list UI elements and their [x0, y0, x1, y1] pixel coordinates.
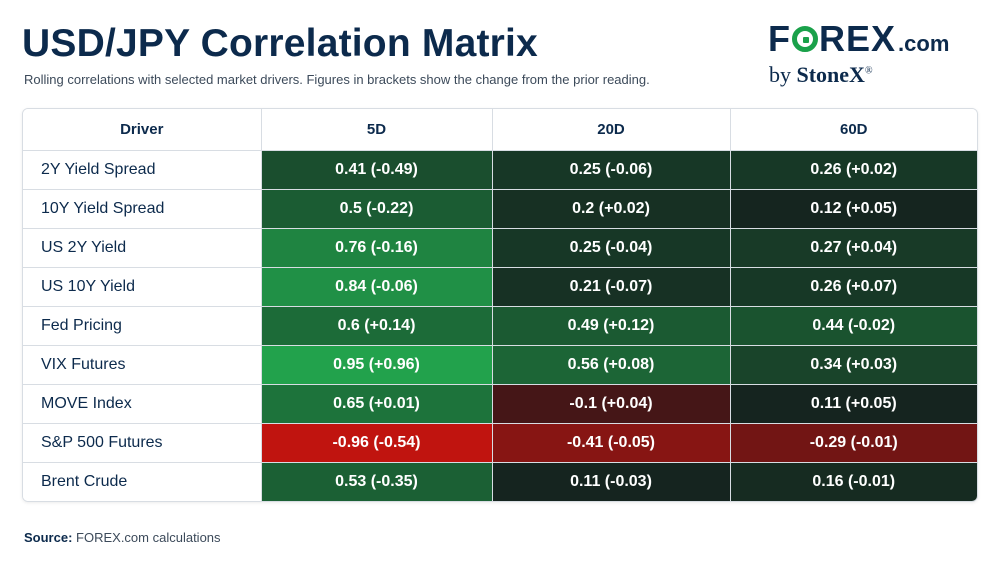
correlation-cell: 0.12 (+0.05) [730, 189, 977, 229]
correlation-cell: 0.26 (+0.07) [730, 267, 977, 307]
correlation-cell: 0.25 (-0.04) [492, 228, 731, 268]
correlation-cell: 0.25 (-0.06) [492, 150, 731, 190]
correlation-cell: 0.2 (+0.02) [492, 189, 731, 229]
correlation-cell: 0.27 (+0.04) [730, 228, 977, 268]
page-title: USD/JPY Correlation Matrix [22, 22, 538, 65]
page-subtitle: Rolling correlations with selected marke… [24, 72, 650, 87]
correlation-cell: -0.29 (-0.01) [730, 423, 977, 463]
driver-cell: US 2Y Yield [23, 228, 262, 268]
correlation-cell: 0.34 (+0.03) [730, 345, 977, 385]
logo-letter-f: F [768, 18, 791, 59]
source-text: FOREX.com calculations [76, 530, 221, 545]
driver-cell: 2Y Yield Spread [23, 150, 262, 190]
correlation-cell: 0.6 (+0.14) [261, 306, 493, 346]
driver-cell: S&P 500 Futures [23, 423, 262, 463]
correlation-cell: 0.21 (-0.07) [492, 267, 731, 307]
driver-cell: MOVE Index [23, 384, 262, 424]
driver-cell: VIX Futures [23, 345, 262, 385]
correlation-cell: 0.44 (-0.02) [730, 306, 977, 346]
correlation-cell: 0.49 (+0.12) [492, 306, 731, 346]
logo-letters: REX [819, 18, 897, 59]
correlation-cell: -0.1 (+0.04) [492, 384, 731, 424]
correlation-cell: -0.96 (-0.54) [261, 423, 493, 463]
correlation-cell: 0.11 (-0.03) [492, 462, 731, 501]
table-row: S&P 500 Futures -0.96 (-0.54) -0.41 (-0.05… [23, 423, 977, 463]
column-header: 5D [261, 109, 493, 151]
correlation-cell: -0.41 (-0.05) [492, 423, 731, 463]
driver-cell: US 10Y Yield [23, 267, 262, 307]
correlation-cell: 0.95 (+0.96) [261, 345, 493, 385]
logo-o-icon [792, 26, 818, 52]
table-body: 2Y Yield Spread 0.41 (-0.49) 0.25 (-0.06) 0… [23, 150, 977, 501]
column-header: 60D [730, 109, 977, 151]
correlation-cell: 0.41 (-0.49) [261, 150, 493, 190]
column-header: 20D [492, 109, 731, 151]
correlation-cell: 0.56 (+0.08) [492, 345, 731, 385]
logo-registered-mark: ® [864, 65, 873, 77]
table-row: Brent Crude 0.53 (-0.35) 0.11 (-0.03) 0.16 … [23, 462, 977, 501]
table-row: MOVE Index 0.65 (+0.01) -0.1 (+0.04) 0.11 (… [23, 384, 977, 424]
correlation-cell: 0.65 (+0.01) [261, 384, 493, 424]
logo-wordmark: F REX .com [768, 18, 949, 60]
table-row: Fed Pricing 0.6 (+0.14) 0.49 (+0.12) 0.44 (… [23, 306, 977, 346]
brand-logo: F REX .com by StoneX® [768, 18, 978, 88]
table-row: VIX Futures 0.95 (+0.96) 0.56 (+0.08) 0.34 … [23, 345, 977, 385]
table-row: US 10Y Yield 0.84 (-0.06) 0.21 (-0.07) 0.26… [23, 267, 977, 307]
correlation-cell: 0.16 (-0.01) [730, 462, 977, 501]
logo-by: by [769, 62, 791, 87]
source-label: Source: [24, 530, 73, 545]
correlation-cell: 0.76 (-0.16) [261, 228, 493, 268]
correlation-cell: 0.53 (-0.35) [261, 462, 493, 501]
correlation-cell: 0.11 (+0.05) [730, 384, 977, 424]
driver-cell: 10Y Yield Spread [23, 189, 262, 229]
correlation-cell: 0.84 (-0.06) [261, 267, 493, 307]
driver-cell: Brent Crude [23, 462, 262, 501]
table-header-row: Driver 5D 20D 60D [23, 109, 977, 151]
correlation-table: Driver 5D 20D 60D 2Y Yield Spread 0.41 (-… [22, 108, 978, 502]
driver-cell: Fed Pricing [23, 306, 262, 346]
logo-brand: StoneX [796, 62, 865, 87]
logo-dotcom: .com [898, 31, 950, 56]
table-row: 10Y Yield Spread 0.5 (-0.22) 0.2 (+0.02) 0.… [23, 189, 977, 229]
correlation-cell: 0.5 (-0.22) [261, 189, 493, 229]
logo-byline: by StoneX® [769, 62, 873, 88]
table-row: 2Y Yield Spread 0.41 (-0.49) 0.25 (-0.06) 0… [23, 150, 977, 190]
correlation-cell: 0.26 (+0.02) [730, 150, 977, 190]
source-note: Source: FOREX.com calculations [24, 530, 221, 545]
column-header: Driver [23, 109, 262, 151]
table-row: US 2Y Yield 0.76 (-0.16) 0.25 (-0.04) 0.27 … [23, 228, 977, 268]
